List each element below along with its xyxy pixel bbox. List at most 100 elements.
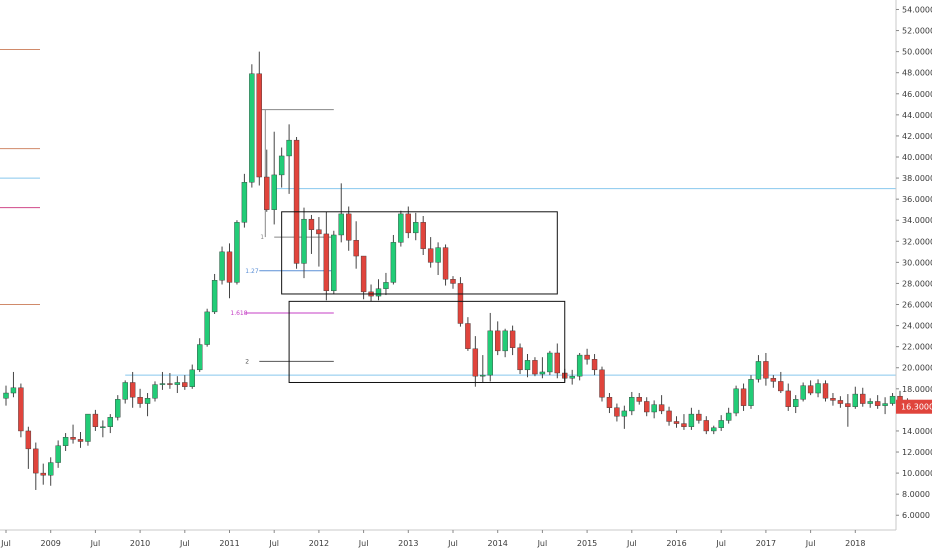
candle-body [658,404,665,412]
candle-body [889,395,896,404]
candle-body [271,174,277,210]
candle-body [264,176,270,210]
price-tick-label: 20.0000 [902,364,932,373]
candle-body [3,392,9,399]
time-axis[interactable]: Jul 2009 Jul 2010 Jul 2011 Jul 2012 Jul 2013 Jul 20… [0,529,896,548]
candle-body [33,448,39,474]
price-tick-label: 8.0000 [902,490,930,499]
price-tick-label: 12.0000 [902,448,932,457]
candle-body [800,385,806,400]
price-tick-label: 42.0000 [902,132,932,141]
candle-body [77,439,84,442]
candle-body [837,400,844,404]
candle-body [241,182,248,223]
price-tick-label: 36.0000 [902,195,932,204]
candle-body [793,399,799,407]
fib-level-label: 1.27 [245,268,259,275]
candle-body [554,352,560,374]
candle-body [256,73,262,178]
price-tick-label: 10.0000 [902,469,932,478]
candle-body [204,311,210,345]
candle-body [725,412,732,421]
time-tick-label: Jul [90,539,101,548]
candle-body [688,413,695,427]
candle-body [346,213,352,241]
candle-body [502,330,508,352]
candle-body [442,247,449,280]
candle-body [55,445,61,463]
candle-body [740,388,747,406]
candle-body [815,383,821,394]
candle-body [465,323,471,349]
candle-body [40,472,46,476]
price-tick-label: 54.0000 [902,5,932,14]
time-tick-label: Jul [805,539,816,548]
candle-body [278,155,285,176]
candle-body [569,375,575,379]
candle-body [338,213,344,236]
fib-level-label: 1.618 [230,310,247,317]
candle-body [137,397,143,404]
candle-body [487,330,493,376]
price-tick-label: 40.0000 [902,153,932,162]
time-tick-label: 2018 [845,539,865,548]
candle-body [413,222,419,234]
time-tick-label: Jul [537,539,548,548]
range-boxes [281,211,566,383]
candle-body [159,383,166,385]
candle-body [576,354,583,377]
candle-body [621,410,628,417]
candle-body [182,382,188,387]
candle-body [606,397,613,408]
candle-body [830,398,836,401]
candle-body [524,360,531,371]
candle-body [25,430,32,450]
candle-body [167,383,173,385]
price-tick-label: 28.0000 [902,279,932,288]
price-tick-label: 26.0000 [902,301,932,310]
price-axis[interactable]: 54.0000 52.0000 50.0000 48.0000 46.0000 44.00… [895,0,932,530]
candle-body [852,393,858,407]
time-tick-label: 2012 [309,539,329,548]
candle-body [107,417,114,427]
price-tick-label: 44.0000 [902,111,932,120]
price-tick-label: 24.0000 [902,322,932,331]
candle-body [10,387,17,394]
price-tick-label: 32.0000 [902,237,932,246]
time-tick-label: Jul [179,539,190,548]
candle-body [390,242,397,283]
candle-body [360,255,367,293]
candle-body [129,382,136,398]
candle-body [353,240,359,257]
candle-body [100,426,106,428]
candle-body [591,359,598,371]
candle-body [457,283,464,324]
candle-body [874,401,881,406]
price-tick-label: 22.0000 [902,343,932,352]
candle-body [539,371,546,375]
price-tick-label: 38.0000 [902,174,932,183]
price-tick-label: 52.0000 [902,27,932,36]
candle-body [584,354,590,360]
candle-body [718,420,724,428]
candle-body [532,360,538,375]
time-tick-label: 2009 [41,539,61,548]
price-tick-label: 18.0000 [902,385,932,394]
candle-body [860,393,866,404]
candle-body [293,139,300,264]
candle-body [703,420,709,432]
candle-body [495,330,501,352]
candle-body [398,213,404,243]
time-tick-label: 2017 [756,539,776,548]
time-tick-label: Jul [358,539,369,548]
candle-body [427,248,434,263]
candle-body [822,383,829,399]
candle-body [48,462,54,476]
candle-body [599,369,605,398]
price-tick-label: 14.0000 [902,427,932,436]
candle-body [763,361,769,379]
price-tick-label: 30.0000 [902,258,932,267]
candle-body [62,437,69,446]
candle-body [770,378,777,382]
